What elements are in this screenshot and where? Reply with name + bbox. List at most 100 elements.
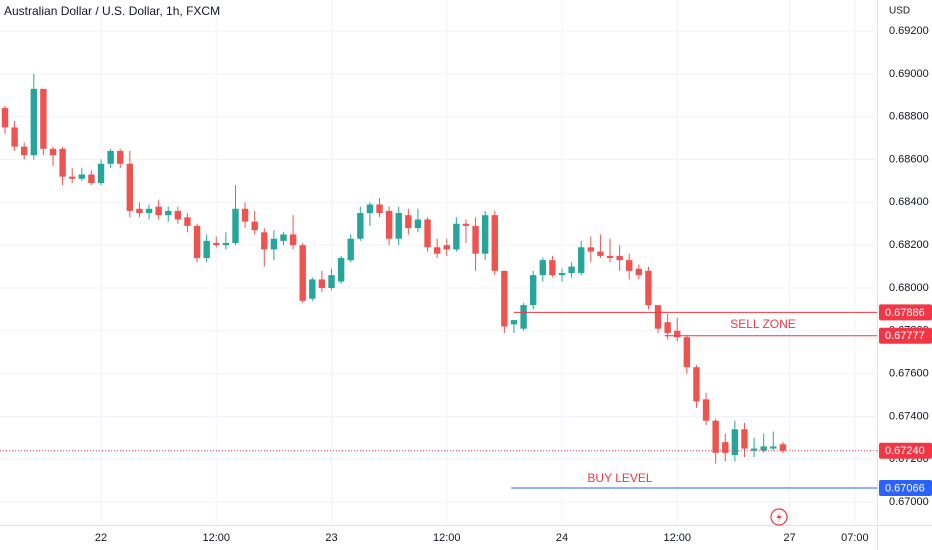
candle-body — [443, 245, 450, 250]
candle-body — [539, 260, 546, 276]
candle-body — [462, 223, 470, 226]
candle-body — [722, 442, 729, 453]
currency-label: USD — [889, 6, 910, 17]
candle-body — [606, 255, 614, 259]
candle-body — [11, 127, 18, 147]
price-tag — [879, 327, 932, 344]
y-tick-label: 0.68000 — [889, 282, 929, 294]
candle-body — [222, 243, 230, 246]
lightning-icon[interactable] — [770, 508, 788, 526]
candle-body — [626, 260, 633, 271]
candle-body — [59, 148, 66, 177]
candle-body — [414, 219, 422, 229]
candle-body — [328, 275, 335, 288]
candle-body — [289, 234, 297, 246]
icon-bolt[interactable] — [776, 511, 782, 523]
x-tick-label: 12:00 — [433, 532, 461, 544]
candle-body — [69, 176, 76, 179]
candle-body — [357, 213, 364, 239]
x-tick-label: 23 — [325, 532, 337, 544]
candle-body — [203, 240, 210, 259]
candle-body — [529, 275, 537, 306]
candle-body — [30, 88, 38, 156]
y-tick-label: 0.68200 — [889, 239, 929, 251]
candle-body — [424, 219, 431, 248]
candle-body — [510, 320, 518, 325]
candle-body — [654, 305, 662, 329]
candle-body — [232, 208, 239, 244]
annotation: BUY LEVEL — [587, 471, 652, 485]
candle-body — [184, 217, 191, 226]
candle-body — [1, 108, 9, 128]
y-tick-label: 0.69000 — [889, 68, 929, 80]
candle-body — [491, 215, 498, 271]
candle-body — [712, 420, 719, 453]
candle-body — [145, 208, 153, 214]
x-tick-label: 07:00 — [841, 532, 869, 544]
candle-body — [366, 204, 374, 214]
candle-body — [40, 88, 47, 149]
candle-body — [472, 225, 479, 254]
candle-body — [674, 330, 681, 338]
candle-body — [635, 268, 643, 276]
candle-body — [616, 255, 623, 261]
candle-body — [760, 446, 767, 451]
candle-body — [770, 446, 777, 449]
candle-body — [193, 225, 201, 259]
x-tick-label: 12:00 — [663, 532, 691, 544]
price-tag — [879, 304, 932, 321]
candle-body — [318, 279, 326, 288]
candle-body — [97, 163, 105, 184]
candle-body — [88, 174, 95, 184]
y-tick-label: 0.67600 — [889, 368, 929, 380]
candle-body — [347, 238, 354, 261]
candle-body — [558, 272, 566, 276]
candle-body — [597, 251, 604, 256]
candle-body — [453, 223, 460, 250]
price-tag-label: 0.67066 — [885, 482, 925, 494]
y-tick-label: 0.67000 — [889, 496, 929, 508]
candle-body — [405, 215, 412, 229]
candle-body — [117, 150, 124, 164]
x-tick-label: 27 — [783, 532, 795, 544]
annotation: SELL ZONE — [730, 317, 796, 331]
candle-body — [664, 322, 671, 333]
candle-body — [337, 258, 345, 282]
y-tick-label: 0.69200 — [889, 25, 929, 37]
candle-body — [568, 266, 575, 273]
candle-body — [376, 204, 383, 214]
candle-body — [683, 337, 691, 368]
candle-body — [251, 221, 258, 231]
candle-body — [49, 148, 57, 156]
candle-body — [213, 243, 220, 246]
y-tick-label: 0.68400 — [889, 196, 929, 208]
candle-body — [385, 210, 393, 239]
candle-body — [750, 448, 758, 451]
candle-body — [21, 146, 28, 156]
candle-body — [549, 260, 556, 276]
candle-body — [126, 163, 134, 211]
candle-body — [395, 213, 402, 239]
y-tick-label: 0.68600 — [889, 153, 929, 165]
candle-body — [155, 206, 162, 216]
candle-body — [578, 247, 585, 273]
candle-body — [645, 270, 652, 306]
candle-body — [779, 444, 787, 451]
candle-body — [731, 429, 739, 455]
price-tag — [879, 442, 932, 459]
candle-body — [693, 367, 700, 402]
candle-body — [78, 174, 86, 179]
candle-body — [587, 247, 595, 252]
candle-body — [520, 305, 527, 329]
candle-body — [501, 270, 508, 327]
candle-body — [241, 208, 249, 222]
x-tick-label: 12:00 — [203, 532, 231, 544]
candle-body — [174, 210, 182, 220]
price-tag — [879, 479, 932, 496]
candle-body — [280, 234, 287, 241]
candle-body — [299, 245, 306, 301]
candle-body — [309, 279, 316, 299]
candle-body — [107, 150, 114, 164]
candle-body — [136, 208, 143, 214]
